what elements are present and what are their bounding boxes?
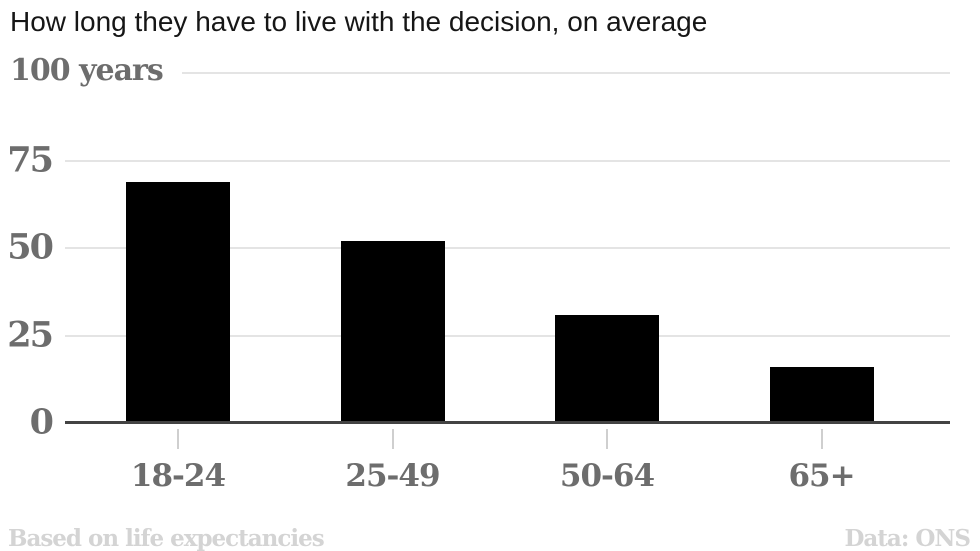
x-tick-65+ — [820, 429, 823, 449]
bar-65+ — [769, 367, 874, 423]
bar-50-64 — [555, 314, 659, 423]
y-axis-label-25: 25 — [7, 314, 54, 356]
chart-title: How long they have to live with the deci… — [10, 6, 708, 37]
gridline-50 — [65, 247, 950, 249]
x-tick-25-49 — [391, 429, 394, 449]
bar-25-49 — [340, 241, 445, 423]
gridline-100 — [182, 72, 950, 74]
x-axis-baseline — [65, 421, 950, 424]
gridline-25 — [65, 334, 950, 337]
y-axis-label-75: 75 — [7, 139, 54, 181]
data-source-credit: Data: ONS — [844, 525, 971, 551]
x-axis-label-65+: 65+ — [788, 458, 855, 494]
x-axis-label-50-64: 50-64 — [559, 458, 655, 494]
x-tick-18-24 — [177, 429, 179, 449]
chart-footnote: Based on life expectancies — [8, 525, 325, 551]
x-axis-label-18-24: 18-24 — [130, 458, 226, 494]
y-axis-label-50: 50 — [7, 226, 54, 268]
y-axis-max-unit-label: 100 years — [10, 53, 164, 89]
x-tick-50-64 — [606, 429, 608, 449]
y-axis-label-0: 0 — [29, 401, 54, 443]
gridline-75 — [65, 159, 950, 162]
bar-18-24 — [126, 181, 230, 423]
x-axis-label-25-49: 25-49 — [345, 458, 440, 494]
